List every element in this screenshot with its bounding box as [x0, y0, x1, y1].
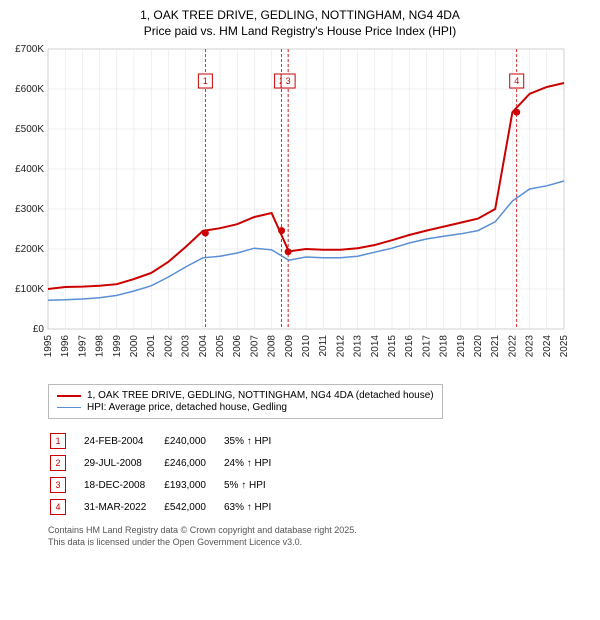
marker-price: £193,000 [164, 475, 222, 495]
legend-row: HPI: Average price, detached house, Gedl… [57, 402, 434, 413]
marker-number: 4 [50, 499, 66, 515]
svg-text:1999: 1999 [112, 335, 123, 358]
chart-title: 1, OAK TREE DRIVE, GEDLING, NOTTINGHAM, … [8, 8, 592, 39]
svg-text:1997: 1997 [77, 335, 88, 358]
svg-text:2018: 2018 [439, 335, 450, 358]
marker-price: £240,000 [164, 431, 222, 451]
svg-text:1: 1 [203, 76, 208, 86]
svg-text:2024: 2024 [542, 335, 553, 358]
svg-text:2005: 2005 [215, 335, 226, 358]
legend-row: 1, OAK TREE DRIVE, GEDLING, NOTTINGHAM, … [57, 390, 434, 401]
legend-swatch [57, 407, 81, 409]
svg-text:£100K: £100K [15, 284, 44, 295]
svg-text:2007: 2007 [249, 335, 260, 358]
svg-text:2017: 2017 [421, 335, 432, 358]
chart-area: £0 £100K £200K £300K £400K £500K £600K £700K 199… [8, 43, 592, 378]
svg-text:1995: 1995 [43, 335, 54, 358]
svg-text:1996: 1996 [60, 335, 71, 358]
svg-text:2021: 2021 [490, 335, 501, 358]
svg-text:2008: 2008 [267, 335, 278, 358]
footer-line1: Contains HM Land Registry data © Crown c… [48, 525, 357, 535]
svg-text:4: 4 [514, 76, 519, 86]
marker-date: 29-JUL-2008 [84, 453, 162, 473]
svg-text:2003: 2003 [181, 335, 192, 358]
svg-text:£700K: £700K [15, 44, 44, 55]
svg-text:2020: 2020 [473, 335, 484, 358]
table-row: 2 29-JUL-2008£246,00024% ↑ HPI [50, 453, 287, 473]
svg-text:2022: 2022 [507, 335, 518, 358]
svg-text:2015: 2015 [387, 335, 398, 358]
marker-number: 3 [50, 477, 66, 493]
table-row: 3 18-DEC-2008£193,0005% ↑ HPI [50, 475, 287, 495]
svg-text:2012: 2012 [335, 335, 346, 358]
svg-text:£200K: £200K [15, 244, 44, 255]
svg-text:£0: £0 [33, 324, 45, 335]
legend-label: HPI: Average price, detached house, Gedl… [87, 402, 287, 413]
svg-text:2013: 2013 [353, 335, 364, 358]
svg-text:2011: 2011 [318, 335, 329, 357]
line-chart: £0 £100K £200K £300K £400K £500K £600K £700K 199… [8, 43, 568, 373]
footer-line2: This data is licensed under the Open Gov… [48, 537, 302, 547]
svg-text:£400K: £400K [15, 164, 44, 175]
title-line2: Price paid vs. HM Land Registry's House … [144, 24, 456, 38]
svg-text:2002: 2002 [163, 335, 174, 358]
marker-delta: 5% ↑ HPI [224, 475, 287, 495]
footer-attribution: Contains HM Land Registry data © Crown c… [48, 525, 584, 548]
legend-swatch [57, 395, 81, 397]
marker-price: £542,000 [164, 497, 222, 517]
marker-number: 2 [50, 455, 66, 471]
svg-text:2001: 2001 [146, 335, 157, 358]
legend: 1, OAK TREE DRIVE, GEDLING, NOTTINGHAM, … [48, 384, 443, 419]
marker-delta: 35% ↑ HPI [224, 431, 287, 451]
svg-text:2000: 2000 [129, 335, 140, 358]
marker-delta: 63% ↑ HPI [224, 497, 287, 517]
table-row: 1 24-FEB-2004£240,00035% ↑ HPI [50, 431, 287, 451]
svg-text:2016: 2016 [404, 335, 415, 358]
svg-text:2010: 2010 [301, 335, 312, 358]
svg-text:2023: 2023 [525, 335, 536, 358]
marker-table: 124-FEB-2004£240,00035% ↑ HPI229-JUL-200… [48, 429, 289, 519]
marker-price: £246,000 [164, 453, 222, 473]
title-line1: 1, OAK TREE DRIVE, GEDLING, NOTTINGHAM, … [140, 8, 460, 22]
svg-text:1998: 1998 [95, 335, 106, 358]
svg-text:£500K: £500K [15, 124, 44, 135]
marker-number: 1 [50, 433, 66, 449]
svg-text:2025: 2025 [559, 335, 568, 358]
svg-text:2006: 2006 [232, 335, 243, 358]
marker-date: 24-FEB-2004 [84, 431, 162, 451]
svg-text:2019: 2019 [456, 335, 467, 358]
svg-text:2004: 2004 [198, 335, 209, 358]
svg-text:£300K: £300K [15, 204, 44, 215]
svg-text:£600K: £600K [15, 84, 44, 95]
svg-text:2009: 2009 [284, 335, 295, 358]
marker-delta: 24% ↑ HPI [224, 453, 287, 473]
marker-date: 18-DEC-2008 [84, 475, 162, 495]
svg-text:3: 3 [286, 76, 291, 86]
marker-date: 31-MAR-2022 [84, 497, 162, 517]
svg-text:2014: 2014 [370, 335, 381, 358]
legend-label: 1, OAK TREE DRIVE, GEDLING, NOTTINGHAM, … [87, 390, 434, 401]
table-row: 4 31-MAR-2022£542,00063% ↑ HPI [50, 497, 287, 517]
